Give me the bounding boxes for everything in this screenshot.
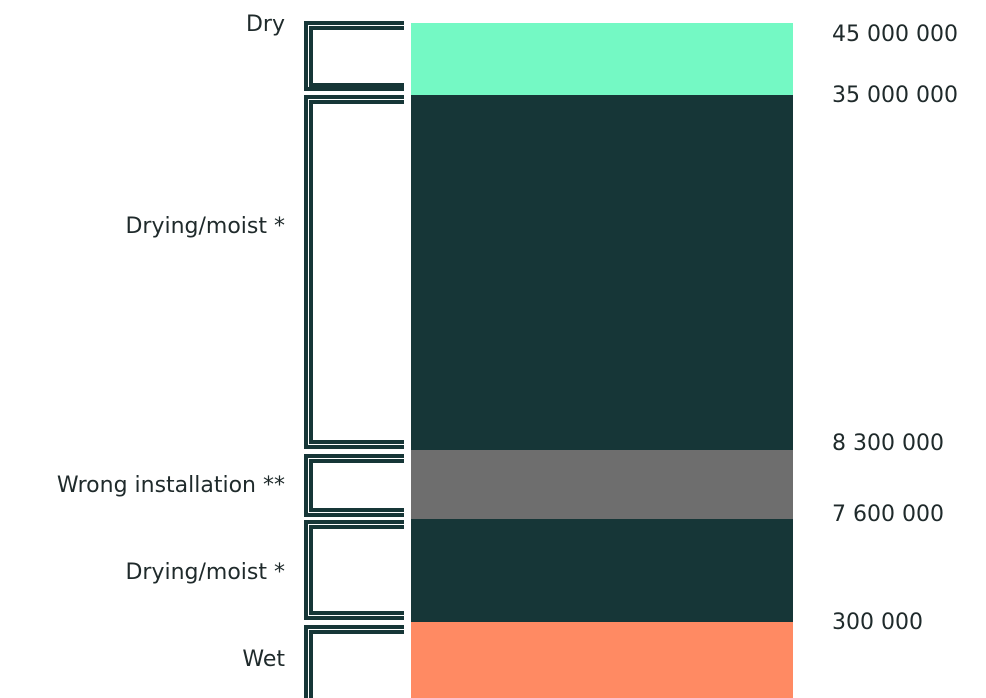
- boundary-value-8300000: 8 300 000: [832, 431, 944, 456]
- bracket-wet: [304, 625, 404, 698]
- boundary-value-35000000: 35 000 000: [832, 83, 958, 108]
- band-dry: [411, 23, 793, 95]
- zone-label-wrong-installation: Wrong installation **: [56, 473, 285, 498]
- bracket-dry: [304, 21, 404, 91]
- boundary-value-45000000: 45 000 000: [832, 22, 958, 47]
- band-wet: [411, 622, 793, 698]
- bracket-wrong-installation: [304, 454, 404, 517]
- zone-label-drying-moist-lower: Drying/moist *: [125, 560, 285, 585]
- bracket-drying-moist-lower: [304, 520, 404, 620]
- boundary-value-7600000: 7 600 000: [832, 502, 944, 527]
- zone-label-dry: Dry: [245, 12, 285, 37]
- bracket-drying-moist-upper: [304, 95, 404, 449]
- zone-label-wet: Wet: [242, 647, 285, 672]
- zone-label-drying-moist-upper: Drying/moist *: [125, 214, 285, 239]
- band-drying-moist-lower: [411, 519, 793, 622]
- boundary-value-300000: 300 000: [832, 610, 923, 635]
- band-wrong-installation: [411, 450, 793, 519]
- band-drying-moist-upper: [411, 95, 793, 450]
